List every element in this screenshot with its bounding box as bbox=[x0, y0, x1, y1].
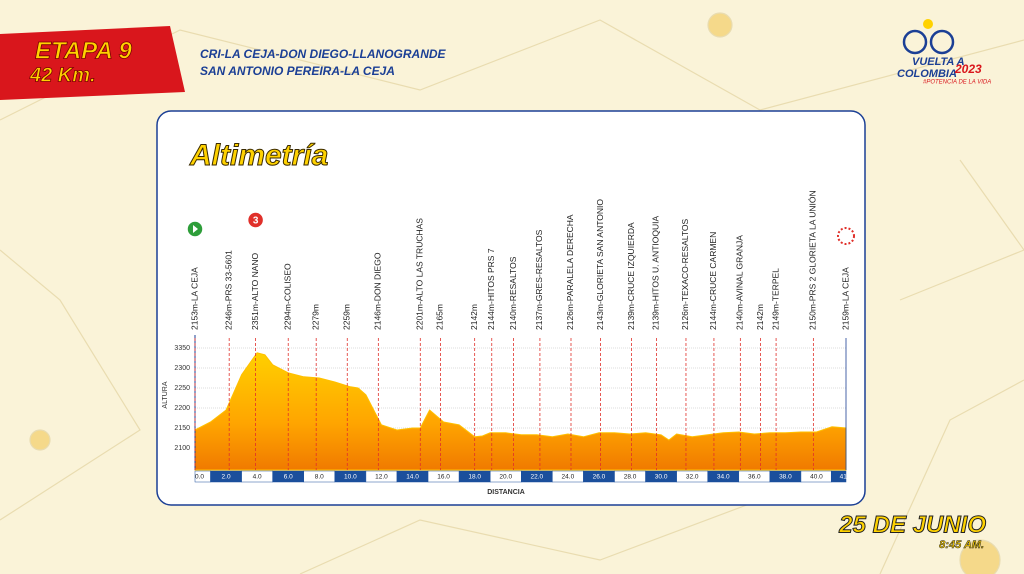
logo-tagline: #POTENCIA DE LA VIDA bbox=[923, 80, 991, 86]
annotation-label: 2140m-RESALTOS bbox=[508, 256, 518, 330]
time: 8:45 AM. bbox=[939, 539, 984, 551]
annotation-label: 2150m-PRS 2 GLORIETA LA UNIÓN bbox=[808, 190, 818, 330]
x-tick-label: 30.0 bbox=[655, 474, 668, 481]
x-tick-label: 2.0 bbox=[222, 474, 231, 481]
annotation-label: 2142m bbox=[755, 304, 765, 330]
climb-category: 3 bbox=[253, 216, 259, 227]
x-tick-label: 34.0 bbox=[717, 474, 730, 481]
logo-text: COLOMBIA bbox=[897, 68, 957, 80]
y-tick-label: 2300 bbox=[174, 365, 190, 372]
annotation-label: 2140m-AVINAL GRANJA bbox=[735, 235, 745, 330]
x-tick-label: 38.0 bbox=[779, 474, 792, 481]
x-tick-label: 14.0 bbox=[406, 474, 419, 481]
logo-rider bbox=[923, 19, 933, 29]
annotation-label: 2139m-CRUCE IZQUIERDA bbox=[626, 222, 636, 330]
elevation-area bbox=[194, 352, 847, 471]
annotation-label: 2294m-COLISEO bbox=[282, 263, 292, 330]
x-tick-label: 24.0 bbox=[562, 474, 575, 481]
x-tick-label: 22.0 bbox=[530, 474, 543, 481]
annotation-label: 2144m-HITOS PRS 7 bbox=[486, 248, 496, 330]
annotation-label: 2201m-ALTO LAS TRUCHAS bbox=[415, 218, 425, 330]
annotation-label: 2144m-CRUCE CARMEN bbox=[708, 232, 718, 330]
annotation-label: 2146m-DON DIEGO bbox=[373, 252, 383, 330]
annotation-label: 2137m-GRES-RESALTOS bbox=[534, 229, 544, 330]
date: 25 DE JUNIO bbox=[838, 511, 986, 538]
y-tick-label: 2200 bbox=[174, 405, 190, 412]
y-tick-label: 3350 bbox=[174, 345, 190, 352]
stage-title: ETAPA 9 bbox=[35, 37, 133, 64]
x-tick-label: 4.0 bbox=[253, 474, 262, 481]
x-tick-label: 36.0 bbox=[748, 474, 761, 481]
annotation-label: 2351m-ALTO NANO bbox=[250, 252, 260, 330]
annotation-label: 2259m bbox=[342, 304, 352, 330]
y-tick-label: 2150 bbox=[174, 425, 190, 432]
x-tick-label: 10.0 bbox=[344, 474, 357, 481]
annotation-label: 2165m bbox=[435, 304, 445, 330]
finish-icon bbox=[837, 227, 855, 245]
x-tick-label: 20.0 bbox=[499, 474, 512, 481]
annotation-label: 2159m-LA CEJA bbox=[840, 267, 850, 330]
stage-distance: 42 Km. bbox=[29, 64, 96, 86]
logo-year: 2023 bbox=[954, 62, 982, 76]
annotation-label: 2246m-PRS 33-5601 bbox=[223, 250, 233, 330]
annotation-label: 2143m-GLORIETA SAN ANTONIO bbox=[595, 199, 605, 330]
x-tick-label: 16.0 bbox=[437, 474, 450, 481]
climb-icon bbox=[246, 211, 265, 229]
logo-text: VUELTA A bbox=[912, 56, 965, 68]
y-axis-label: ALTURA bbox=[162, 381, 169, 408]
x-tick-label: 8.0 bbox=[315, 474, 324, 481]
annotation-label: 2126m-PARALELA DERECHA bbox=[565, 214, 575, 330]
stage-banner bbox=[0, 26, 185, 100]
y-tick-label: 2250 bbox=[174, 385, 190, 392]
x-tick-label: 32.0 bbox=[686, 474, 699, 481]
y-tick-label: 2100 bbox=[174, 445, 190, 452]
x-axis-label: DISTANCIA bbox=[487, 489, 525, 496]
x-tick-block bbox=[830, 470, 847, 483]
start-arrow bbox=[193, 225, 198, 233]
x-tick-label: 12.0 bbox=[375, 474, 388, 481]
logo-wheel bbox=[902, 29, 928, 55]
annotation-label: 2142m bbox=[469, 304, 479, 330]
x-tick-label: 18.0 bbox=[468, 474, 481, 481]
logo-wheel bbox=[929, 29, 955, 55]
annotation-label: 2149m-TERPEL bbox=[770, 268, 780, 330]
annotation-label: 2279m bbox=[310, 304, 320, 330]
x-tick-label: 6.0 bbox=[284, 474, 293, 481]
x-tick-label: 0.0 bbox=[195, 474, 204, 481]
x-tick-label: 28.0 bbox=[624, 474, 637, 481]
route-line: SAN ANTONIO PEREIRA-LA CEJA bbox=[200, 64, 395, 78]
background-network bbox=[0, 12, 1024, 574]
x-tick-label: 40.0 bbox=[810, 474, 823, 481]
route-line: CRI-LA CEJA-DON DIEGO-LLANOGRANDE bbox=[200, 47, 447, 61]
annotation-label: 2153m-LA CEJA bbox=[189, 267, 199, 330]
chart-title: Altimetría bbox=[189, 139, 328, 172]
annotation-label: 2126m-TEXACO-RESALTOS bbox=[680, 219, 690, 330]
x-tick-label: 26.0 bbox=[593, 474, 606, 481]
x-tick-label: 41.9 bbox=[840, 474, 853, 481]
annotation-label: 2139m-HITOS U. ANTIOQUIA bbox=[651, 216, 661, 330]
